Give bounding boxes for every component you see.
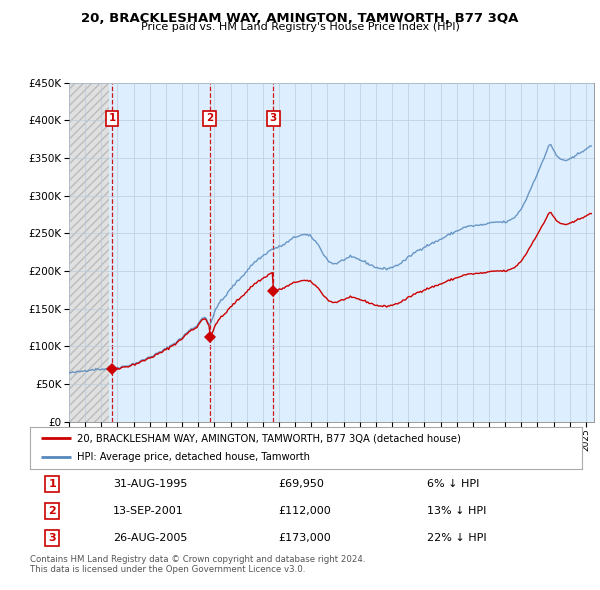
Text: 13-SEP-2001: 13-SEP-2001	[113, 506, 184, 516]
Bar	[69, 83, 109, 422]
Text: 20, BRACKLESHAM WAY, AMINGTON, TAMWORTH, B77 3QA (detached house): 20, BRACKLESHAM WAY, AMINGTON, TAMWORTH,…	[77, 434, 461, 444]
Text: 1: 1	[48, 479, 56, 489]
Text: 3: 3	[48, 533, 56, 543]
Text: Contains HM Land Registry data © Crown copyright and database right 2024.
This d: Contains HM Land Registry data © Crown c…	[30, 555, 365, 574]
Text: 13% ↓ HPI: 13% ↓ HPI	[427, 506, 487, 516]
Text: 20, BRACKLESHAM WAY, AMINGTON, TAMWORTH, B77 3QA: 20, BRACKLESHAM WAY, AMINGTON, TAMWORTH,…	[82, 12, 518, 25]
Text: £69,950: £69,950	[278, 479, 324, 489]
Text: £173,000: £173,000	[278, 533, 331, 543]
Text: £112,000: £112,000	[278, 506, 331, 516]
Text: 31-AUG-1995: 31-AUG-1995	[113, 479, 187, 489]
Text: 26-AUG-2005: 26-AUG-2005	[113, 533, 187, 543]
Text: 1: 1	[109, 113, 116, 123]
Text: 22% ↓ HPI: 22% ↓ HPI	[427, 533, 487, 543]
Text: 2: 2	[206, 113, 213, 123]
Text: HPI: Average price, detached house, Tamworth: HPI: Average price, detached house, Tamw…	[77, 452, 310, 462]
Text: 3: 3	[269, 113, 277, 123]
Text: 2: 2	[48, 506, 56, 516]
Text: Price paid vs. HM Land Registry's House Price Index (HPI): Price paid vs. HM Land Registry's House …	[140, 22, 460, 32]
Text: 6% ↓ HPI: 6% ↓ HPI	[427, 479, 480, 489]
